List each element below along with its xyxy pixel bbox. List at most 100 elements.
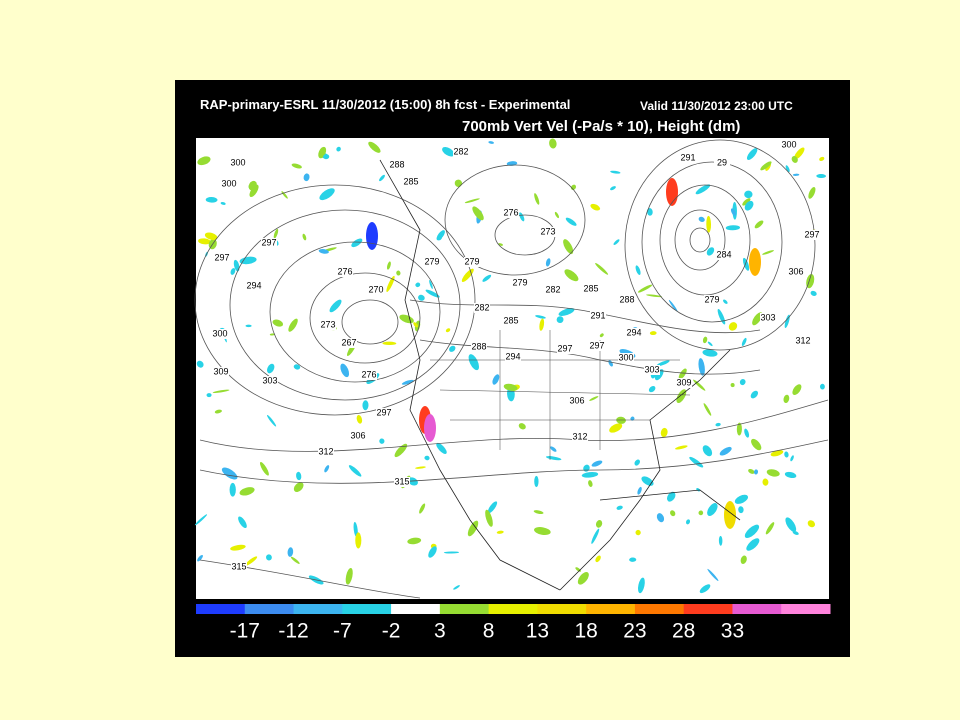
shading-patch xyxy=(744,200,754,211)
contour-label: 273 xyxy=(540,226,555,236)
shading-patch xyxy=(744,428,750,438)
shading-patch xyxy=(239,256,257,265)
contour-label: 273 xyxy=(320,319,335,329)
shading-patch xyxy=(534,475,539,488)
shading-patch xyxy=(670,510,676,517)
shading-patch xyxy=(436,230,445,241)
label-backdrop xyxy=(341,338,357,348)
colorbar-swatch xyxy=(634,604,685,614)
shading-patch xyxy=(728,322,738,331)
shading-patch xyxy=(577,571,589,585)
shading-patch xyxy=(616,505,623,510)
colorbar-label: 3 xyxy=(434,620,446,643)
label-backdrop xyxy=(376,408,392,418)
valid-time: Valid 11/30/2012 23:00 UTC xyxy=(640,99,793,113)
shading-patch xyxy=(413,322,419,328)
shading-patch xyxy=(591,528,600,544)
shading-patch xyxy=(648,386,656,393)
shading-patch xyxy=(638,577,645,594)
label-backdrop xyxy=(572,432,588,442)
shading-patch xyxy=(396,270,401,276)
shading-patch xyxy=(725,225,741,231)
shading-patch xyxy=(595,520,603,528)
colorbar-label: 13 xyxy=(526,620,549,643)
shading-patch xyxy=(718,535,723,546)
contour-label: 276 xyxy=(361,369,376,379)
shading-patch xyxy=(329,299,342,313)
shading-patch xyxy=(702,445,713,457)
shading-patch xyxy=(296,471,302,481)
contour-label: 285 xyxy=(503,315,518,325)
label-backdrop xyxy=(231,562,247,572)
shading-patch xyxy=(267,415,277,427)
label-backdrop xyxy=(337,267,353,277)
contour-label: 300 xyxy=(781,139,796,149)
contour-label: 279 xyxy=(424,256,439,266)
shading-patch xyxy=(488,141,494,144)
shading-patch xyxy=(534,527,551,535)
shading-patch xyxy=(746,148,758,160)
shading-patch xyxy=(230,544,246,551)
shading-patch xyxy=(418,294,425,301)
shading-patch xyxy=(719,446,732,456)
contour-label: 306 xyxy=(569,395,584,405)
label-backdrop xyxy=(474,303,490,313)
shading-patch xyxy=(678,368,687,380)
shading-patch xyxy=(706,247,715,256)
shading-patch xyxy=(784,451,789,458)
map-title: RAP-primary-ESRL 11/30/2012 (15:00) 8h f… xyxy=(200,97,570,112)
contour-label: 276 xyxy=(337,266,352,276)
state-borders xyxy=(430,330,691,460)
colorbar-swatch xyxy=(391,604,441,614)
label-backdrop xyxy=(804,230,820,240)
shading-patch xyxy=(734,494,749,504)
shading-patch xyxy=(545,258,551,267)
shading-patch xyxy=(468,354,479,371)
contour-label: 276 xyxy=(503,207,518,217)
shading-patch xyxy=(637,284,653,293)
shading-patch xyxy=(750,390,759,399)
colorbar-label: 33 xyxy=(721,620,744,643)
shading-patch xyxy=(656,360,670,367)
contour-label: 267 xyxy=(341,337,356,347)
label-backdrop xyxy=(704,295,720,305)
shading-patch xyxy=(419,503,426,514)
contour-label: 312 xyxy=(318,446,333,456)
shading-patch xyxy=(407,477,419,486)
shading-patch xyxy=(259,462,269,476)
label-backdrop xyxy=(261,238,277,248)
shading-patch xyxy=(589,396,599,401)
shading-patch xyxy=(660,427,668,438)
contour-label: 297 xyxy=(804,229,819,239)
shading-patch xyxy=(425,289,440,298)
colorbar-swatch xyxy=(537,604,587,614)
shading-patch xyxy=(752,312,763,326)
shading-patch xyxy=(702,336,708,344)
shading-patch xyxy=(290,556,300,564)
shading-patch xyxy=(666,491,676,502)
shading-patch xyxy=(565,217,577,226)
shading-patch xyxy=(348,465,362,477)
contour-label: 297 xyxy=(589,340,604,350)
shading-patch xyxy=(646,294,662,298)
shading-patch xyxy=(675,445,688,450)
shading-patch xyxy=(220,202,226,205)
shading-patch xyxy=(703,403,712,416)
label-backdrop xyxy=(361,370,377,380)
colorbar-swatch xyxy=(781,604,831,614)
shading-patch xyxy=(472,206,484,221)
label-backdrop xyxy=(212,329,228,339)
label-backdrop xyxy=(262,376,278,386)
shading-patch xyxy=(205,197,218,203)
shading-patch xyxy=(754,220,764,229)
contour-label: 282 xyxy=(453,146,468,156)
shading-patch xyxy=(581,471,599,478)
shading-patch xyxy=(730,208,736,216)
shading-patch xyxy=(613,239,620,245)
shading-patch xyxy=(266,554,272,561)
label-backdrop xyxy=(583,284,599,294)
colorbar-label: -12 xyxy=(278,620,308,643)
shading-patch xyxy=(724,501,736,529)
shading-patch xyxy=(742,198,751,206)
